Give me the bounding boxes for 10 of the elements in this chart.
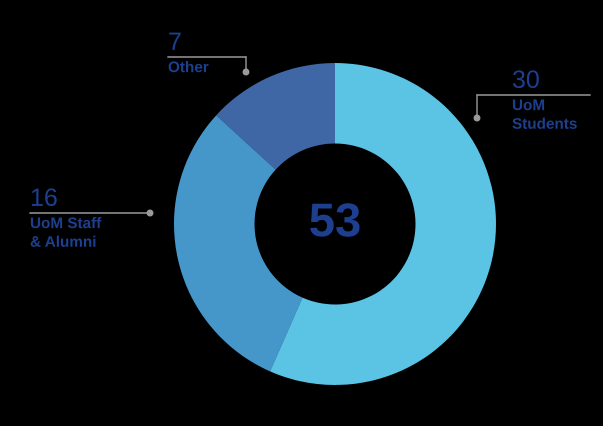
data-label: 30 [512,70,539,88]
text: 53 [310,203,360,237]
slice-label: UoM Staff & Alumni [30,217,102,247]
slice-label: Other [168,61,209,72]
donut-slice [270,63,496,385]
data-label: 7 [169,32,181,50]
data-label: 16 [32,188,57,206]
donut-slice [216,63,335,170]
donut-slice [174,115,303,372]
slice-label: UoM Students [512,100,577,129]
